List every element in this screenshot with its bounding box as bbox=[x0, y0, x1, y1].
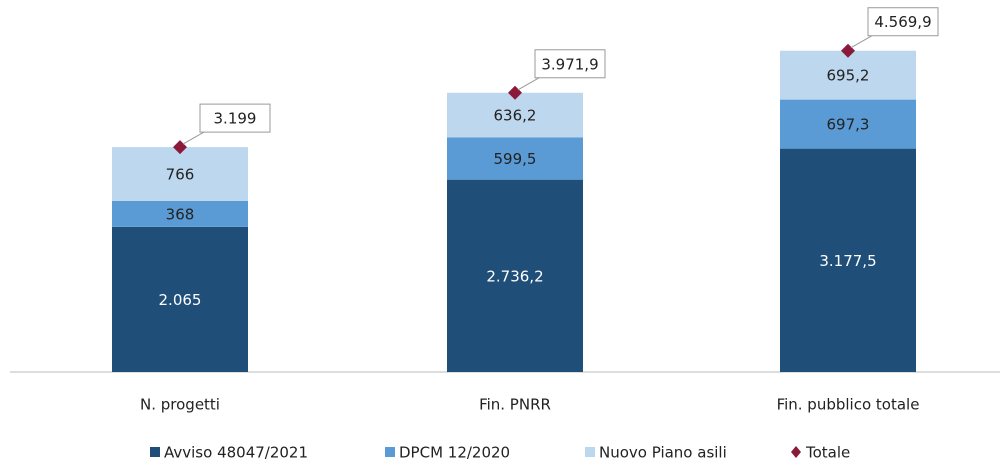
bar-segment bbox=[447, 179, 583, 372]
data-label: 3.177,5 bbox=[819, 252, 876, 270]
data-label: 695,2 bbox=[827, 67, 870, 85]
leader-line bbox=[517, 77, 540, 91]
data-label: 599,5 bbox=[494, 150, 537, 168]
data-label: 766 bbox=[166, 166, 195, 184]
leader-line bbox=[850, 35, 873, 49]
callout-box bbox=[867, 7, 939, 37]
legend-label: Avviso 48047/2021 bbox=[164, 444, 308, 462]
total-label: 3.971,9 bbox=[541, 55, 598, 73]
legend-swatch bbox=[791, 446, 801, 458]
bar-segment bbox=[447, 92, 583, 138]
bar-segment bbox=[780, 99, 916, 149]
data-label: 636,2 bbox=[494, 107, 537, 125]
x-tick-label: N. progetti bbox=[140, 396, 220, 414]
bar-segment bbox=[780, 50, 916, 100]
data-label: 2.736,2 bbox=[486, 267, 543, 285]
leader-line bbox=[182, 131, 205, 145]
bar-segment bbox=[780, 148, 916, 372]
data-label: 368 bbox=[166, 205, 195, 223]
legend-swatch bbox=[585, 447, 595, 457]
total-label: 3.199 bbox=[214, 110, 257, 128]
legend-label: DPCM 12/2020 bbox=[399, 444, 510, 462]
bar-segment bbox=[112, 147, 248, 201]
x-tick-label: Fin. pubblico totale bbox=[777, 396, 920, 414]
legend-swatch bbox=[385, 447, 395, 457]
bar-segment bbox=[112, 226, 248, 372]
legend-label: Totale bbox=[805, 444, 850, 462]
bar-segment bbox=[447, 137, 583, 180]
legend-label: Nuovo Piano asili bbox=[599, 444, 727, 462]
x-tick-label: Fin. PNRR bbox=[479, 396, 551, 414]
callout-box bbox=[534, 49, 606, 79]
bar-segment bbox=[112, 200, 248, 227]
legend-swatch bbox=[150, 447, 160, 457]
total-label: 4.569,9 bbox=[874, 13, 931, 31]
data-label: 2.065 bbox=[159, 291, 202, 309]
data-label: 697,3 bbox=[827, 116, 870, 134]
callout-box bbox=[199, 103, 271, 133]
